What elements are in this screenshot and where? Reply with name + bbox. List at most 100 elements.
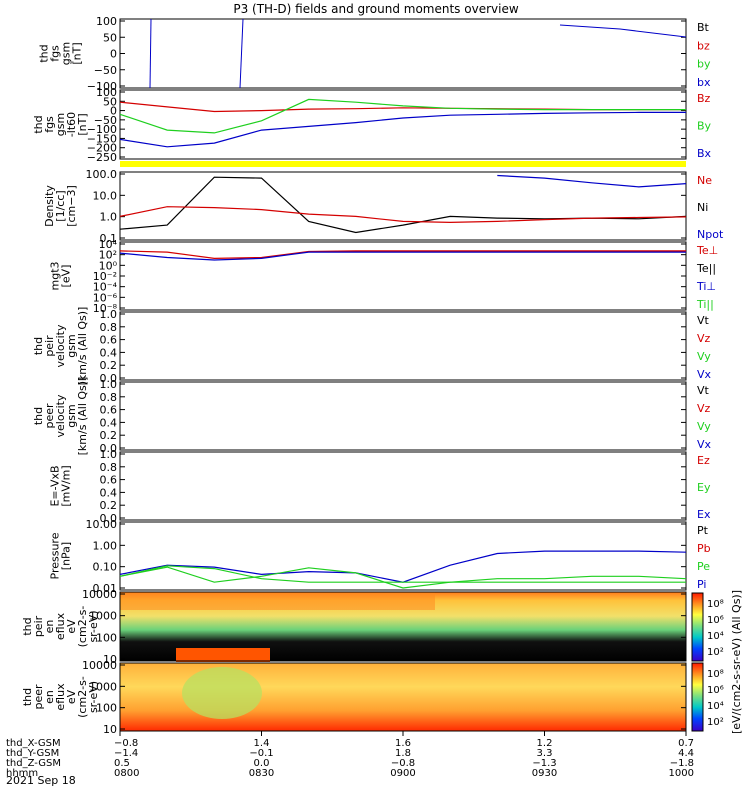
- colorbar-tick: 10⁴: [707, 701, 724, 712]
- x-row-value: 4.4: [678, 748, 694, 759]
- y-tick-label: −100: [87, 80, 117, 93]
- legend-bx: bx: [697, 76, 711, 89]
- y-tick-label: 10²: [99, 249, 117, 262]
- y-tick-label: 100: [96, 702, 117, 715]
- series-ni: [119, 206, 687, 224]
- y-tick-label: 1000: [89, 610, 117, 623]
- legend-pb: Pb: [697, 542, 711, 555]
- y-axis-label: [km/s (All Qs)]: [76, 377, 89, 456]
- x-row-value: 0.7: [678, 738, 694, 749]
- y-tick-label: 0.6: [100, 474, 118, 487]
- y-axis-label: Pressure: [49, 532, 62, 579]
- legend-bt: Bt: [697, 21, 710, 34]
- x-row-label: thd_Z-GSM: [6, 758, 61, 769]
- date-label: 2021 Sep 18: [6, 774, 76, 787]
- y-axis-label: [mV/m]: [60, 465, 73, 506]
- y-tick-label: 10⁻⁶: [93, 291, 118, 304]
- x-row-value: 3.3: [537, 748, 553, 759]
- y-axis-label: thd: [38, 44, 51, 62]
- y-axis-label: thd: [32, 115, 45, 133]
- series-bx: [119, 111, 686, 148]
- y-tick-label: 10⁻⁴: [93, 281, 118, 294]
- x-row-value: −0.8: [391, 758, 415, 769]
- y-tick-label: 1.00: [93, 539, 118, 552]
- panel-frame: [119, 591, 687, 662]
- x-row-value: 0.0: [254, 758, 270, 769]
- legend-ti: Ti⊥: [696, 280, 716, 293]
- y-axis-label: eflux: [54, 683, 67, 711]
- y-tick-label: 0.4: [100, 486, 118, 499]
- series-ti: [119, 251, 686, 261]
- y-tick-label: 50: [103, 31, 117, 44]
- y-tick-label: 100: [96, 631, 117, 644]
- colorbar: 10⁸ 10⁶ 10⁴ 10² 10⁸ 10⁶ 10⁴ 10² [eV/(cm2-s-sr-e…: [691, 590, 743, 734]
- y-tick-label: −100: [87, 123, 117, 136]
- panel-frame: [119, 171, 687, 241]
- legend-vt: Vt: [697, 384, 710, 397]
- legend-vz: Vz: [697, 402, 711, 415]
- y-tick-label: 0.6: [100, 334, 118, 347]
- x-row-value: −1.4: [114, 748, 138, 759]
- panel-peer-eflux: 10000 1000 100 10 thdpeerenefluxeV(cm2-s-sr-…: [21, 659, 687, 736]
- y-tick-label: −200: [87, 142, 117, 155]
- y-tick-label: 50: [103, 95, 117, 108]
- y-axis-label: en: [43, 620, 56, 634]
- y-tick-label: 10⁻⁸: [93, 302, 118, 315]
- colorbar-bottom: [691, 662, 704, 732]
- ion-spectrogram-band: [120, 592, 435, 610]
- y-tick-label: 100.0: [86, 168, 118, 181]
- y-tick-label: 1.0: [100, 308, 118, 321]
- y-tick-label: 10: [103, 723, 117, 736]
- colorbar-label: [eV/(cm2-s-sr-eV) (All Qs)]: [730, 590, 743, 734]
- legend-ex: Ex: [697, 508, 711, 521]
- colorbar-tick: 10⁶: [707, 685, 724, 696]
- y-tick-label: 0: [110, 48, 117, 61]
- legend-vx: Vx: [697, 368, 712, 381]
- y-tick-label: 0.4: [100, 416, 118, 429]
- y-axis-label: velocity: [54, 394, 67, 437]
- series-by: [119, 98, 686, 134]
- x-row-value: 0930: [532, 768, 557, 779]
- series-te: [119, 250, 686, 260]
- x-row-label: thd_X-GSM: [6, 738, 61, 749]
- panel-pressure: 10.00 1.00 0.10 0.01 Pressure[nPa] Pt Pb Pe Pi: [49, 518, 711, 595]
- legend-te: Te⊥: [696, 244, 718, 257]
- y-tick-label: 0.2: [100, 499, 118, 512]
- colorbar-tick: 10²: [707, 717, 724, 728]
- panel-frame: [119, 89, 687, 160]
- panel-peir-velocity: 1.00.80.60.40.20.0 thdpeirvelocitygsm[km/…: [32, 307, 712, 386]
- y-axis-label: sr-eV): [87, 681, 100, 713]
- y-axis-label: peir: [32, 615, 45, 637]
- panel-frame: [119, 451, 687, 521]
- x-row-value: −1.8: [670, 758, 694, 769]
- legend-ey: Ey: [697, 481, 711, 494]
- legend-by: By: [697, 120, 712, 133]
- y-axis-label: eV: [65, 689, 78, 704]
- x-row-value: −0.1: [249, 748, 273, 759]
- panel-efield: 1.00.80.60.40.20.0 E=-VxB[mV/m] Ez Ey Ex: [49, 448, 711, 525]
- y-axis-label: peir: [43, 335, 56, 357]
- legend-vz: Vz: [697, 332, 711, 345]
- y-axis-label: gsm: [60, 42, 73, 65]
- legend-ti: Ti||: [696, 298, 714, 311]
- y-tick-label: 10⁰: [99, 259, 118, 272]
- x-row-value: 0830: [249, 768, 274, 779]
- panel-frame: [119, 18, 687, 89]
- x-row-label: hhmm: [6, 768, 38, 779]
- series-ne: [119, 176, 687, 234]
- x-row-value: 0.5: [114, 758, 130, 769]
- y-tick-label: 1.0: [100, 378, 118, 391]
- y-tick-label: 0.0: [100, 512, 118, 525]
- y-tick-label: 0.6: [100, 404, 118, 417]
- colorbar-tick: 10⁶: [707, 615, 724, 626]
- x-row-value: 1.4: [254, 738, 270, 749]
- panel-frame: [119, 381, 687, 451]
- panel-mode-bar: [120, 161, 686, 167]
- y-axis-label: [cm−3]: [65, 185, 78, 227]
- y-axis-label: gsm: [65, 334, 78, 357]
- legend-te: Te||: [696, 262, 716, 275]
- y-tick-label: 0.0: [100, 372, 118, 385]
- y-tick-label: 0.4: [100, 346, 118, 359]
- legend-pi: Pi: [697, 578, 706, 591]
- y-tick-label: −50: [94, 114, 117, 127]
